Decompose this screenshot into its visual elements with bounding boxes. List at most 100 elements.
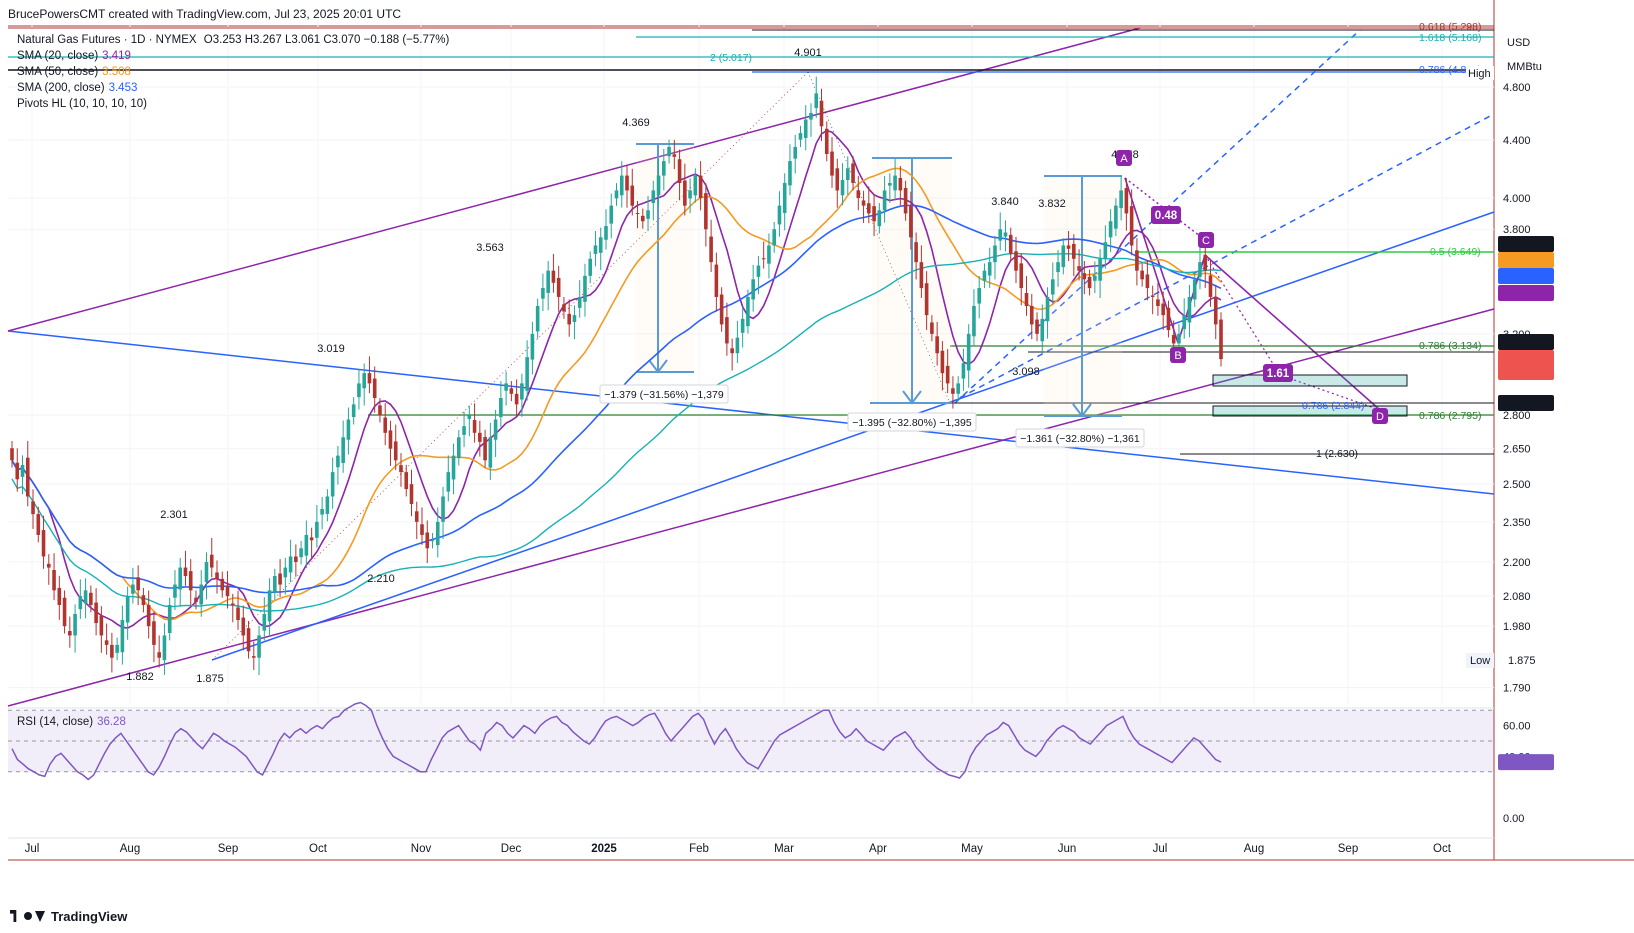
candle-body bbox=[283, 567, 288, 578]
candle-body bbox=[977, 288, 981, 304]
rsi-legend[interactable]: RSI (14, close) 36.28 bbox=[17, 716, 126, 728]
candle-body bbox=[588, 258, 593, 276]
abcd-marker-label: D bbox=[1376, 411, 1384, 423]
candle-body bbox=[131, 584, 135, 594]
candle-body bbox=[294, 556, 298, 562]
measure-label: −1.361 (−32.80%) −1,361 bbox=[1020, 433, 1140, 445]
candle-body bbox=[719, 294, 724, 325]
candle-body bbox=[1114, 205, 1118, 229]
candle-body bbox=[1140, 270, 1144, 280]
rsi-line bbox=[11, 701, 1222, 781]
candle-body bbox=[1150, 295, 1155, 297]
low-tag: Low bbox=[1470, 655, 1490, 667]
measure-label-box bbox=[599, 384, 729, 404]
candle-body bbox=[546, 270, 550, 293]
candle-body bbox=[488, 437, 493, 468]
price-marker bbox=[1498, 364, 1554, 380]
candle-body bbox=[830, 151, 834, 176]
candle-body bbox=[262, 613, 267, 631]
candle-body bbox=[309, 537, 314, 541]
candle-body bbox=[110, 644, 114, 658]
candle-body bbox=[556, 277, 561, 297]
candle-body bbox=[856, 190, 861, 198]
candle-body bbox=[982, 270, 987, 281]
candle-body bbox=[630, 185, 635, 206]
upper-channel-line bbox=[7, 27, 1141, 332]
candle-body bbox=[157, 652, 161, 658]
candle-body bbox=[383, 417, 388, 433]
candle-body bbox=[640, 215, 645, 222]
sma20-legend[interactable]: SMA (20, close) 3.419 bbox=[17, 50, 131, 62]
candle-body bbox=[704, 193, 708, 230]
candle-body bbox=[514, 393, 519, 405]
candle-body bbox=[861, 200, 866, 206]
instrument-legend[interactable]: Natural Gas Futures · 1D · NYMEX O3.253 … bbox=[17, 34, 449, 46]
pivot-label: 2.210 bbox=[367, 573, 395, 585]
candle-body bbox=[299, 548, 303, 558]
pivot-label: 2.301 bbox=[160, 509, 188, 521]
candle-body bbox=[1014, 251, 1018, 271]
price-tick-label: 2.200 bbox=[1503, 557, 1531, 569]
tradingview-logo[interactable]: TradingView bbox=[10, 909, 127, 924]
candle-body bbox=[1182, 315, 1187, 330]
time-tick-label: Aug bbox=[120, 843, 140, 855]
price-pane bbox=[8, 20, 1494, 705]
price-marker bbox=[1498, 334, 1554, 350]
dashed-channel-upper bbox=[949, 113, 1495, 404]
sma50-value: 3.508 bbox=[102, 66, 131, 78]
candle-body bbox=[777, 205, 782, 225]
ratio-badge bbox=[1151, 206, 1181, 224]
candle-body bbox=[173, 584, 177, 598]
candle-body bbox=[399, 465, 403, 473]
candle-body bbox=[930, 322, 934, 334]
candle-body bbox=[446, 472, 451, 492]
candle-body bbox=[1119, 190, 1123, 209]
candle-body bbox=[746, 296, 750, 327]
candle-body bbox=[751, 279, 755, 300]
candle-body bbox=[882, 190, 887, 211]
candle-body bbox=[378, 405, 382, 416]
sma200-legend[interactable]: SMA (200, close) 3.453 bbox=[17, 82, 137, 94]
candle-body bbox=[430, 540, 435, 542]
candle-body bbox=[714, 264, 719, 297]
candle-body bbox=[740, 318, 745, 333]
sma50-legend[interactable]: SMA (50, close) 3.508 bbox=[17, 66, 131, 78]
target-zone-2 bbox=[1212, 405, 1408, 417]
candle-body bbox=[987, 262, 992, 276]
candle-body bbox=[809, 112, 813, 120]
candle-body bbox=[183, 567, 188, 576]
candle-body bbox=[851, 163, 855, 183]
candle-body bbox=[167, 604, 172, 634]
candle-body bbox=[351, 404, 356, 418]
low-tag-bg bbox=[1466, 653, 1494, 668]
price-tick-label: 1.790 bbox=[1503, 683, 1531, 695]
abcd-marker-label: C bbox=[1202, 235, 1210, 247]
sma200-value: 3.453 bbox=[108, 82, 138, 94]
ohlc-readout: O3.253 H3.267 L3.061 C3.070 −0.188 (−5.7… bbox=[203, 34, 450, 46]
time-tick-label: May bbox=[961, 843, 983, 855]
candle-body bbox=[1166, 307, 1171, 331]
low-tag-value: 1.875 bbox=[1508, 655, 1536, 667]
candle-body bbox=[409, 484, 414, 504]
high-tag-bg bbox=[1466, 66, 1494, 80]
candle-body bbox=[693, 175, 698, 196]
candle-body bbox=[914, 242, 918, 263]
candle-body bbox=[372, 378, 377, 399]
candle-body bbox=[68, 631, 72, 636]
candle-body bbox=[499, 398, 503, 418]
fib-label: 1.618 (5.168) bbox=[1419, 32, 1481, 44]
price-marker bbox=[1498, 236, 1554, 252]
pivots-legend[interactable]: Pivots HL (10, 10, 10, 10) bbox=[17, 98, 147, 110]
candle-body bbox=[367, 373, 372, 384]
candle-body bbox=[1161, 303, 1165, 316]
candle-body bbox=[15, 462, 20, 480]
candle-body bbox=[304, 534, 309, 556]
candle-body bbox=[393, 441, 398, 461]
candle-body bbox=[772, 229, 776, 246]
tradingview-icon-dot bbox=[24, 912, 32, 920]
time-tick-label: 2025 bbox=[591, 843, 617, 855]
candle-body bbox=[1024, 292, 1029, 306]
candle-body bbox=[230, 603, 235, 605]
candle-body bbox=[619, 175, 624, 196]
